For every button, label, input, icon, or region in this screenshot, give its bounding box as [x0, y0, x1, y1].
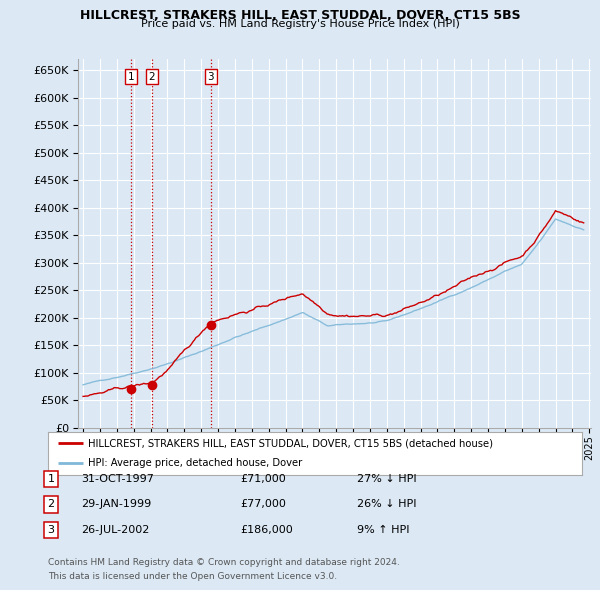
Text: 27% ↓ HPI: 27% ↓ HPI [357, 474, 416, 484]
Text: Contains HM Land Registry data © Crown copyright and database right 2024.: Contains HM Land Registry data © Crown c… [48, 558, 400, 566]
Text: 2: 2 [149, 71, 155, 81]
Text: 29-JAN-1999: 29-JAN-1999 [81, 500, 151, 509]
Text: HILLCREST, STRAKERS HILL, EAST STUDDAL, DOVER, CT15 5BS: HILLCREST, STRAKERS HILL, EAST STUDDAL, … [80, 9, 520, 22]
Text: £186,000: £186,000 [240, 525, 293, 535]
Text: 9% ↑ HPI: 9% ↑ HPI [357, 525, 409, 535]
Text: This data is licensed under the Open Government Licence v3.0.: This data is licensed under the Open Gov… [48, 572, 337, 581]
Text: Price paid vs. HM Land Registry's House Price Index (HPI): Price paid vs. HM Land Registry's House … [140, 19, 460, 30]
Text: 26% ↓ HPI: 26% ↓ HPI [357, 500, 416, 509]
Text: £77,000: £77,000 [240, 500, 286, 509]
Text: 3: 3 [47, 525, 55, 535]
Text: 26-JUL-2002: 26-JUL-2002 [81, 525, 149, 535]
Text: £71,000: £71,000 [240, 474, 286, 484]
Text: 2: 2 [47, 500, 55, 509]
Text: HPI: Average price, detached house, Dover: HPI: Average price, detached house, Dove… [88, 458, 302, 468]
Text: 31-OCT-1997: 31-OCT-1997 [81, 474, 154, 484]
Text: HILLCREST, STRAKERS HILL, EAST STUDDAL, DOVER, CT15 5BS (detached house): HILLCREST, STRAKERS HILL, EAST STUDDAL, … [88, 438, 493, 448]
Text: 1: 1 [47, 474, 55, 484]
Text: 3: 3 [208, 71, 214, 81]
Text: 1: 1 [128, 71, 134, 81]
